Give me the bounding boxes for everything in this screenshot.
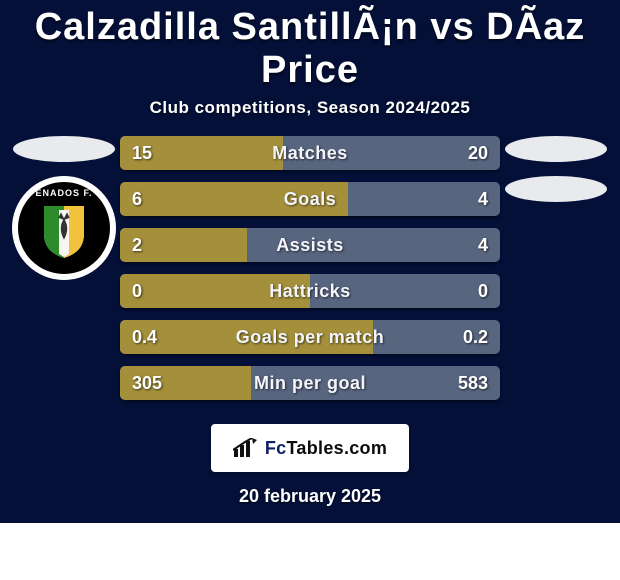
stat-row: 15Matches20 bbox=[120, 136, 500, 170]
stat-label: Assists bbox=[120, 235, 500, 256]
stat-value-right: 20 bbox=[468, 143, 488, 164]
logo-text-fc: Fc bbox=[265, 438, 287, 458]
stat-label: Hattricks bbox=[120, 281, 500, 302]
stat-label: Matches bbox=[120, 143, 500, 164]
stats-column: 15Matches20 6Goals4 2Assists4 0Hattricks0 0.… bbox=[120, 134, 500, 402]
stat-value-right: 583 bbox=[458, 373, 488, 394]
club-name-arc: ENADOS F. bbox=[18, 188, 110, 198]
right-side bbox=[500, 134, 612, 202]
comparison-card: Calzadilla SantillÃ¡n vs DÃ­az Price Clu… bbox=[0, 0, 620, 523]
left-side: ENADOS F. bbox=[8, 134, 120, 280]
stat-row: 0.4Goals per match0.2 bbox=[120, 320, 500, 354]
stat-value-right: 0 bbox=[478, 281, 488, 302]
logo-text-rest: Tables.com bbox=[286, 438, 387, 458]
chart-icon bbox=[233, 438, 259, 458]
page-title: Calzadilla SantillÃ¡n vs DÃ­az Price bbox=[0, 0, 620, 94]
stat-label: Goals bbox=[120, 189, 500, 210]
stat-row: 2Assists4 bbox=[120, 228, 500, 262]
player-photo-placeholder bbox=[505, 136, 607, 162]
page-subtitle: Club competitions, Season 2024/2025 bbox=[0, 94, 620, 134]
stat-value-right: 0.2 bbox=[463, 327, 488, 348]
club-badge-right-placeholder bbox=[505, 176, 607, 202]
stat-row: 6Goals4 bbox=[120, 182, 500, 216]
player-photo-placeholder bbox=[13, 136, 115, 162]
club-badge-left: ENADOS F. bbox=[12, 176, 116, 280]
stat-row: 305Min per goal583 bbox=[120, 366, 500, 400]
stat-label: Goals per match bbox=[120, 327, 500, 348]
logo-text: FcTables.com bbox=[265, 438, 387, 459]
stat-value-right: 4 bbox=[478, 189, 488, 210]
shield-icon bbox=[41, 204, 87, 260]
date-text: 20 february 2025 bbox=[0, 472, 620, 523]
stat-value-right: 4 bbox=[478, 235, 488, 256]
content-row: ENADOS F. 15Matches20 6Goals4 2Assists4 0Ha… bbox=[0, 134, 620, 420]
site-logo: FcTables.com bbox=[211, 424, 409, 472]
stat-row: 0Hattricks0 bbox=[120, 274, 500, 308]
stat-label: Min per goal bbox=[120, 373, 500, 394]
